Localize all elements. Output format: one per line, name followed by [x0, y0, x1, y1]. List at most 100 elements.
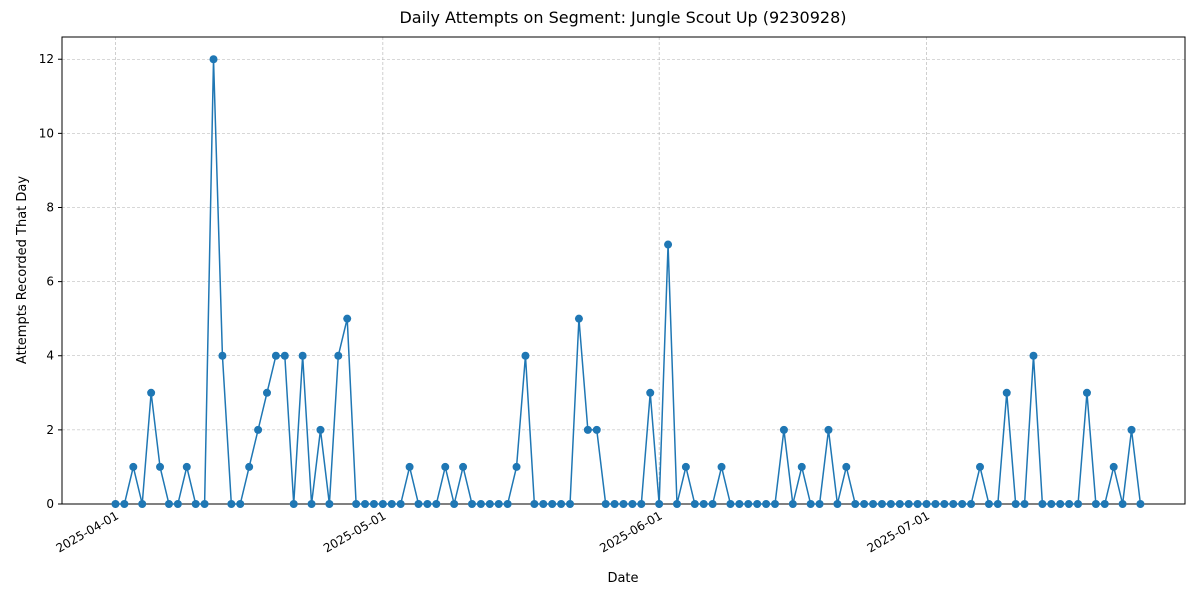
data-point	[931, 500, 940, 508]
y-tick-label: 4	[46, 349, 54, 363]
data-point	[182, 462, 191, 471]
data-point	[1011, 500, 1020, 508]
data-point	[1100, 500, 1109, 508]
data-point	[298, 351, 307, 360]
data-point	[833, 500, 842, 508]
data-point	[967, 500, 976, 508]
data-point	[459, 462, 468, 471]
data-point	[218, 351, 227, 360]
data-point	[1109, 462, 1118, 471]
y-tick-label: 12	[39, 52, 54, 66]
data-point	[316, 425, 325, 434]
data-point	[1127, 425, 1136, 434]
data-point	[476, 500, 485, 508]
data-point	[450, 500, 459, 508]
data-point	[236, 500, 245, 508]
data-point	[717, 462, 726, 471]
data-point	[726, 500, 735, 508]
data-point	[156, 462, 165, 471]
data-point	[1047, 500, 1056, 508]
data-point	[494, 500, 503, 508]
data-point	[637, 500, 646, 508]
data-point	[378, 500, 387, 508]
data-point	[557, 500, 566, 508]
data-point	[610, 500, 619, 508]
data-point	[699, 500, 708, 508]
data-point	[1065, 500, 1074, 508]
data-point	[592, 425, 601, 434]
data-point	[111, 500, 120, 508]
data-point	[895, 500, 904, 508]
y-tick-label: 8	[46, 200, 54, 214]
data-point	[779, 425, 788, 434]
data-point	[1038, 500, 1047, 508]
y-tick-label: 2	[46, 423, 54, 437]
data-point	[548, 500, 557, 508]
y-tick-label: 6	[46, 275, 54, 289]
data-point	[343, 314, 352, 323]
data-point	[940, 500, 949, 508]
data-point	[984, 500, 993, 508]
data-point	[806, 500, 815, 508]
data-point	[200, 500, 209, 508]
data-point	[797, 462, 806, 471]
data-point	[1002, 388, 1011, 397]
data-point	[993, 500, 1002, 508]
data-point	[958, 500, 967, 508]
data-point	[512, 462, 521, 471]
data-point	[325, 500, 334, 508]
data-point	[913, 500, 922, 508]
data-point	[681, 462, 690, 471]
data-point	[539, 500, 548, 508]
data-point	[352, 500, 361, 508]
data-point	[877, 500, 886, 508]
data-point	[369, 500, 378, 508]
data-point	[1056, 500, 1065, 508]
data-point	[1082, 388, 1091, 397]
data-point	[467, 500, 476, 508]
data-point	[334, 351, 343, 360]
data-point	[762, 500, 771, 508]
data-point	[530, 500, 539, 508]
data-point	[628, 500, 637, 508]
data-point	[164, 500, 173, 508]
data-point	[708, 500, 717, 508]
data-point	[788, 500, 797, 508]
data-point	[129, 462, 138, 471]
data-point	[771, 500, 780, 508]
data-point	[521, 351, 530, 360]
data-point	[583, 425, 592, 434]
data-point	[191, 500, 200, 508]
data-point	[1020, 500, 1029, 508]
data-point	[245, 462, 254, 471]
data-point	[289, 500, 298, 508]
data-point	[147, 388, 156, 397]
data-point	[503, 500, 512, 508]
data-point	[851, 500, 860, 508]
data-point	[574, 314, 583, 323]
data-point	[209, 55, 218, 64]
data-point	[485, 500, 494, 508]
data-point	[815, 500, 824, 508]
data-point	[860, 500, 869, 508]
data-point	[441, 462, 450, 471]
data-point	[886, 500, 895, 508]
y-tick-label: 10	[39, 126, 54, 140]
data-point	[690, 500, 699, 508]
data-point	[1091, 500, 1100, 508]
y-tick-label: 0	[46, 497, 54, 511]
data-point	[949, 500, 958, 508]
data-point	[254, 425, 263, 434]
data-point	[307, 500, 316, 508]
data-point	[414, 500, 423, 508]
data-point	[601, 500, 610, 508]
data-point	[227, 500, 236, 508]
x-axis-label: Date	[607, 571, 638, 586]
data-point	[842, 462, 851, 471]
data-point	[664, 240, 673, 249]
data-point	[869, 500, 878, 508]
data-point	[922, 500, 931, 508]
data-point	[672, 500, 681, 508]
